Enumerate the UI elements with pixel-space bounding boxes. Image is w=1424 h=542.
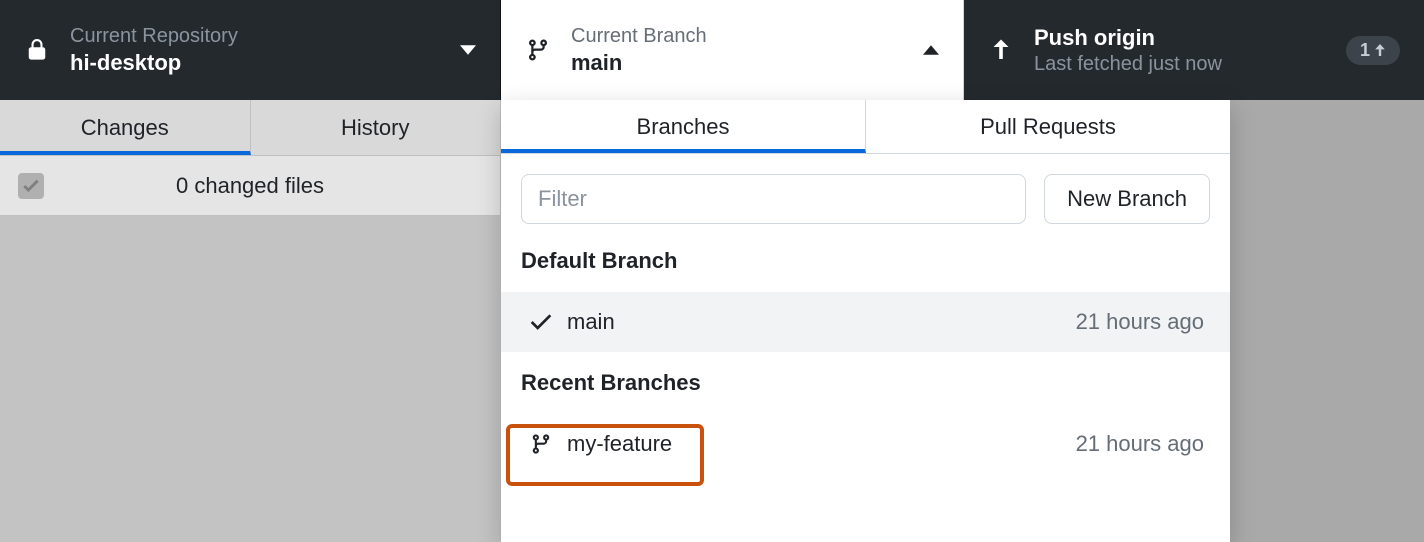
push-status: Last fetched just now: [1034, 53, 1346, 76]
default-branch-header: Default Branch: [501, 248, 1230, 292]
tab-history[interactable]: History: [251, 100, 501, 155]
git-branch-icon: [527, 433, 555, 455]
dropdown-tab-pull-requests[interactable]: Pull Requests: [866, 100, 1230, 153]
branch-label: Current Branch: [571, 25, 923, 48]
branch-row-my-feature[interactable]: my-feature 21 hours ago: [501, 414, 1230, 474]
lock-icon: [24, 37, 50, 63]
branch-dropdown: Branches Pull Requests New Branch Defaul…: [501, 100, 1230, 542]
push-up-icon: [988, 37, 1014, 63]
branch-name: main: [567, 309, 1076, 335]
check-icon: [527, 314, 555, 330]
branch-filter-input[interactable]: [521, 174, 1026, 224]
changed-files-label: 0 changed files: [18, 173, 482, 199]
changes-list-empty: [0, 216, 500, 542]
branch-time: 21 hours ago: [1076, 309, 1204, 335]
branch-name: main: [571, 50, 923, 76]
repo-label: Current Repository: [70, 25, 460, 48]
tab-changes[interactable]: Changes: [0, 100, 251, 155]
push-label: Push origin: [1034, 25, 1346, 51]
chevron-down-icon: [460, 42, 476, 58]
branch-name: my-feature: [567, 431, 1076, 457]
new-branch-button[interactable]: New Branch: [1044, 174, 1210, 224]
branch-row-main[interactable]: main 21 hours ago: [501, 292, 1230, 352]
repo-name: hi-desktop: [70, 50, 460, 76]
push-origin-button[interactable]: Push origin Last fetched just now 1: [964, 0, 1424, 100]
git-branch-icon: [525, 37, 551, 63]
recent-branches-header: Recent Branches: [501, 352, 1230, 414]
branch-selector[interactable]: Current Branch main: [501, 0, 964, 100]
branch-time: 21 hours ago: [1076, 431, 1204, 457]
repository-selector[interactable]: Current Repository hi-desktop: [0, 0, 501, 100]
dropdown-tab-branches[interactable]: Branches: [501, 100, 866, 153]
changed-files-row: 0 changed files: [0, 156, 500, 216]
push-count-badge: 1: [1346, 36, 1400, 65]
chevron-up-icon: [923, 42, 939, 58]
